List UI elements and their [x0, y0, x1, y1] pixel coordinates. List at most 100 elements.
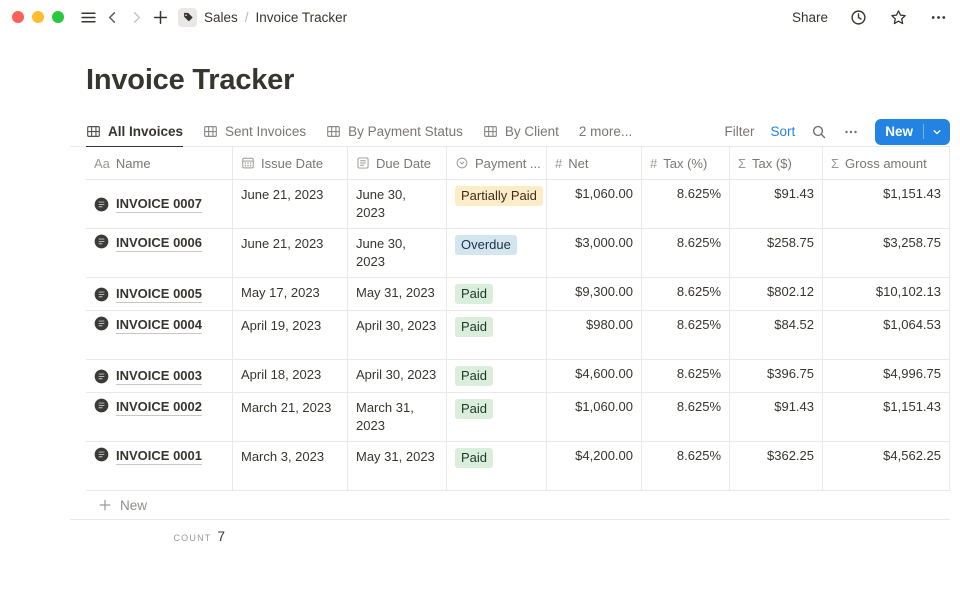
column-header-issue[interactable]: Issue Date: [233, 147, 348, 179]
cell-tax-percent[interactable]: 8.625%: [642, 180, 730, 228]
share-button[interactable]: Share: [791, 9, 828, 25]
new-button-label[interactable]: New: [885, 124, 913, 139]
breadcrumb-page[interactable]: Invoice Tracker: [255, 9, 348, 25]
invoice-name-link[interactable]: INVOICE 0003: [116, 368, 202, 385]
cell-due-date[interactable]: April 30, 2023: [348, 311, 447, 359]
forward-button[interactable]: [124, 5, 148, 29]
column-header-status[interactable]: Payment ...: [447, 147, 547, 179]
table-row[interactable]: INVOICE 0002 March 21, 2023 March 31, 2023…: [86, 393, 950, 442]
window-minimize-button[interactable]: [32, 11, 44, 23]
window-zoom-button[interactable]: [52, 11, 64, 23]
cell-gross-amount[interactable]: $1,151.43: [823, 180, 950, 228]
cell-gross-amount[interactable]: $4,562.25: [823, 442, 950, 490]
breadcrumb-workspace[interactable]: Sales: [204, 9, 238, 25]
more-menu-icon[interactable]: [928, 5, 948, 29]
search-icon[interactable]: [811, 124, 827, 140]
column-header-name[interactable]: Aa Name: [86, 147, 233, 179]
cell-issue-date[interactable]: May 17, 2023: [233, 278, 348, 310]
column-header-net[interactable]: # Net: [547, 147, 642, 179]
cell-due-date[interactable]: June 30, 2023: [348, 180, 447, 228]
new-page-button[interactable]: [148, 5, 172, 29]
table-row[interactable]: INVOICE 0001 March 3, 2023 May 31, 2023 Pai…: [86, 442, 950, 491]
cell-tax-dollars[interactable]: $396.75: [730, 360, 823, 392]
cell-invoice-name[interactable]: INVOICE 0003: [86, 360, 233, 392]
cell-tax-dollars[interactable]: $258.75: [730, 229, 823, 277]
cell-due-date[interactable]: May 31, 2023: [348, 442, 447, 490]
cell-tax-percent[interactable]: 8.625%: [642, 278, 730, 310]
cell-invoice-name[interactable]: INVOICE 0007: [86, 180, 233, 228]
tab-by-payment-status[interactable]: By Payment Status: [326, 117, 463, 147]
cell-issue-date[interactable]: March 21, 2023: [233, 393, 348, 441]
cell-payment-status[interactable]: Paid: [447, 442, 547, 490]
cell-tax-dollars[interactable]: $91.43: [730, 180, 823, 228]
tab-all-invoices[interactable]: All Invoices: [86, 117, 184, 147]
new-button[interactable]: New: [875, 118, 950, 145]
updates-clock-icon[interactable]: [848, 5, 868, 29]
cell-issue-date[interactable]: April 19, 2023: [233, 311, 348, 359]
table-row[interactable]: INVOICE 0007 June 21, 2023 June 30, 2023 Pa…: [86, 180, 950, 229]
cell-issue-date[interactable]: June 21, 2023: [233, 180, 348, 228]
count-summary[interactable]: COUNT 7: [86, 520, 233, 544]
table-row[interactable]: INVOICE 0005 May 17, 2023 May 31, 2023 Paid…: [86, 278, 950, 311]
new-button-dropdown-icon[interactable]: [924, 127, 950, 137]
favorite-star-icon[interactable]: [888, 5, 908, 29]
window-close-button[interactable]: [12, 11, 24, 23]
sort-button[interactable]: Sort: [770, 124, 796, 139]
cell-tax-dollars[interactable]: $802.12: [730, 278, 823, 310]
invoice-name-link[interactable]: INVOICE 0006: [116, 235, 202, 252]
cell-issue-date[interactable]: June 21, 2023: [233, 229, 348, 277]
invoice-name-link[interactable]: INVOICE 0004: [116, 317, 202, 334]
cell-issue-date[interactable]: March 3, 2023: [233, 442, 348, 490]
cell-payment-status[interactable]: Paid: [447, 278, 547, 310]
cell-invoice-name[interactable]: INVOICE 0001: [86, 442, 233, 490]
invoice-name-link[interactable]: INVOICE 0007: [116, 196, 202, 213]
cell-payment-status[interactable]: Paid: [447, 360, 547, 392]
cell-gross-amount[interactable]: $1,064.53: [823, 311, 950, 359]
column-header-gross[interactable]: Σ Gross amount: [823, 147, 950, 179]
cell-net[interactable]: $4,200.00: [547, 442, 642, 490]
cell-tax-dollars[interactable]: $91.43: [730, 393, 823, 441]
view-options-icon[interactable]: [843, 124, 859, 140]
back-button[interactable]: [100, 5, 124, 29]
add-row-button[interactable]: New: [86, 491, 950, 519]
cell-invoice-name[interactable]: INVOICE 0002: [86, 393, 233, 441]
table-row[interactable]: INVOICE 0004 April 19, 2023 April 30, 2023…: [86, 311, 950, 360]
more-views-button[interactable]: 2 more...: [578, 124, 633, 139]
cell-payment-status[interactable]: Partially Paid: [447, 180, 547, 228]
column-header-taxusd[interactable]: Σ Tax ($): [730, 147, 823, 179]
cell-tax-dollars[interactable]: $84.52: [730, 311, 823, 359]
cell-due-date[interactable]: April 30, 2023: [348, 360, 447, 392]
cell-net[interactable]: $1,060.00: [547, 393, 642, 441]
cell-tax-percent[interactable]: 8.625%: [642, 393, 730, 441]
column-header-taxpct[interactable]: # Tax (%): [642, 147, 730, 179]
filter-button[interactable]: Filter: [724, 124, 755, 139]
cell-gross-amount[interactable]: $10,102.13: [823, 278, 950, 310]
cell-gross-amount[interactable]: $4,996.75: [823, 360, 950, 392]
cell-net[interactable]: $9,300.00: [547, 278, 642, 310]
cell-invoice-name[interactable]: INVOICE 0005: [86, 278, 233, 310]
cell-tax-dollars[interactable]: $362.25: [730, 442, 823, 490]
cell-gross-amount[interactable]: $1,151.43: [823, 393, 950, 441]
cell-due-date[interactable]: May 31, 2023: [348, 278, 447, 310]
table-row[interactable]: INVOICE 0003 April 18, 2023 April 30, 2023…: [86, 360, 950, 393]
cell-due-date[interactable]: June 30, 2023: [348, 229, 447, 277]
tab-sent-invoices[interactable]: Sent Invoices: [203, 117, 306, 147]
cell-net[interactable]: $4,600.00: [547, 360, 642, 392]
invoice-name-link[interactable]: INVOICE 0005: [116, 286, 202, 303]
invoice-name-link[interactable]: INVOICE 0002: [116, 399, 202, 416]
cell-payment-status[interactable]: Overdue: [447, 229, 547, 277]
sidebar-toggle-icon[interactable]: [76, 5, 100, 29]
column-header-due[interactable]: Due Date: [348, 147, 447, 179]
cell-invoice-name[interactable]: INVOICE 0004: [86, 311, 233, 359]
cell-tax-percent[interactable]: 8.625%: [642, 442, 730, 490]
cell-payment-status[interactable]: Paid: [447, 311, 547, 359]
cell-invoice-name[interactable]: INVOICE 0006: [86, 229, 233, 277]
table-row[interactable]: INVOICE 0006 June 21, 2023 June 30, 2023 Ov…: [86, 229, 950, 278]
cell-tax-percent[interactable]: 8.625%: [642, 360, 730, 392]
cell-net[interactable]: $1,060.00: [547, 180, 642, 228]
cell-net[interactable]: $980.00: [547, 311, 642, 359]
cell-due-date[interactable]: March 31, 2023: [348, 393, 447, 441]
cell-tax-percent[interactable]: 8.625%: [642, 229, 730, 277]
tab-by-client[interactable]: By Client: [483, 117, 559, 147]
invoice-name-link[interactable]: INVOICE 0001: [116, 448, 202, 465]
